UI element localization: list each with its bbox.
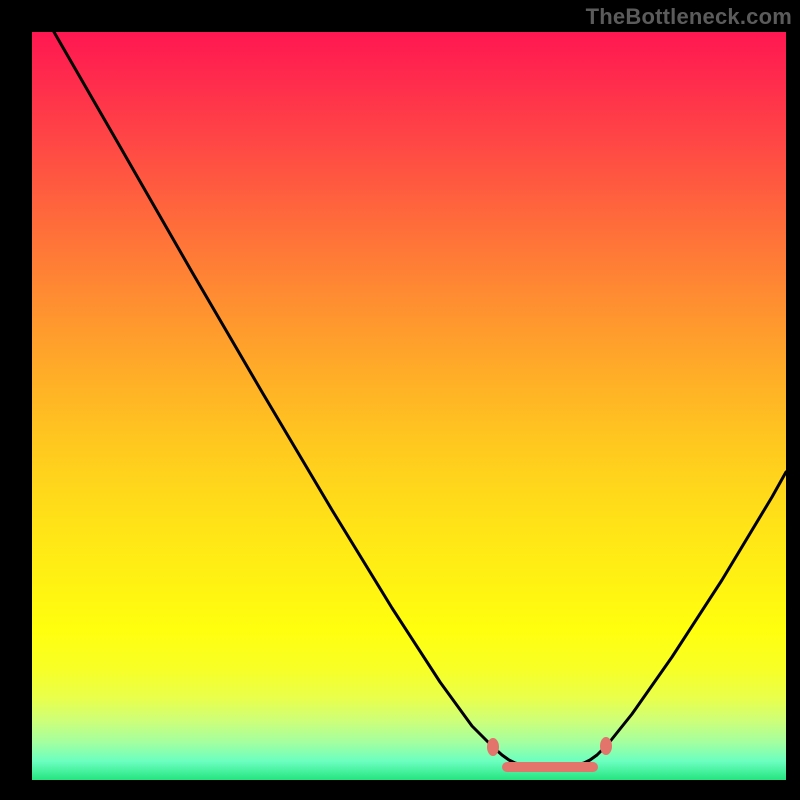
plot-area: [32, 32, 786, 780]
chart-root: TheBottleneck.com: [0, 0, 800, 800]
valley-marker-right: [600, 737, 612, 755]
watermark-text: TheBottleneck.com: [586, 4, 792, 30]
bottleneck-curve: [54, 32, 786, 767]
valley-marker-left: [487, 738, 499, 756]
valley-band-marker: [502, 762, 598, 772]
curve-layer: [32, 32, 786, 780]
